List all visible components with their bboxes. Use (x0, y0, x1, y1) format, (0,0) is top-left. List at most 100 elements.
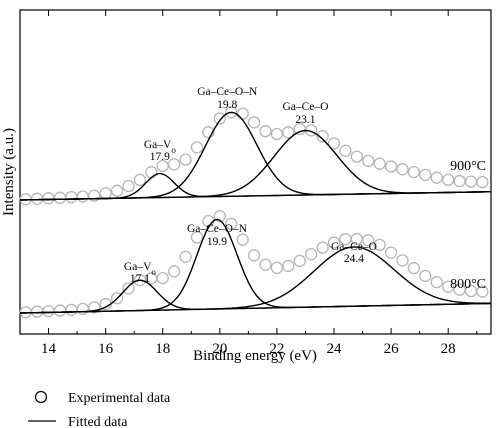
experimental-point (213, 209, 226, 223)
experimental-point (419, 269, 432, 283)
experimental-point (236, 107, 249, 120)
x-tick-label: 18 (155, 341, 170, 357)
peak-position-label: 24.4 (344, 253, 364, 265)
experimental-point (384, 246, 398, 259)
legend-experimental-label: Experimental data (68, 391, 171, 406)
experimental-point (110, 292, 124, 305)
experimental-point (42, 192, 55, 205)
experimental-point (362, 154, 375, 168)
experimental-point (407, 262, 421, 275)
experimental-point (270, 261, 284, 274)
fitted-peak-curve (19, 279, 492, 314)
y-axis-label: Intensity (a.u.) (1, 128, 17, 216)
experimental-point (53, 191, 67, 204)
experimental-point (442, 173, 455, 186)
experimental-point (202, 126, 215, 139)
experimental-point (190, 141, 204, 154)
experimental-point (65, 190, 78, 204)
experimental-point (396, 163, 409, 176)
experimental-point (476, 175, 489, 189)
experimental-point (373, 238, 386, 252)
peak-component-label: Ga–Ce–O (282, 101, 328, 113)
legend-fitted-label: Fitted data (68, 415, 128, 428)
experimental-point (464, 175, 478, 188)
experimental-point (430, 275, 443, 289)
experimental-point (362, 234, 375, 247)
experimental-point (305, 248, 318, 261)
experimental-point (293, 254, 306, 268)
legend: Experimental data Fitted data (28, 390, 171, 428)
experimental-point (145, 166, 158, 179)
experimental-point (476, 285, 489, 298)
experimental-point (213, 112, 226, 125)
experimental-point (407, 165, 421, 179)
x-tick-label: 20 (212, 341, 227, 357)
experimental-point (65, 303, 78, 317)
experimental-point (339, 144, 352, 157)
spectrum-0 (19, 106, 492, 206)
peak-position-label: 19.8 (217, 99, 237, 111)
plot-frame (19, 9, 492, 335)
peak-position-label: 17.9 (150, 151, 170, 163)
experimental-point (316, 241, 329, 254)
experimental-point (99, 187, 112, 200)
x-axis-ticks: 14 16 18 20 22 24 26 28 (19, 10, 478, 357)
experimental-point (110, 184, 124, 197)
peak-position-label: 23.1 (295, 114, 315, 126)
experimental-point (327, 236, 341, 249)
legend-circle-marker (34, 390, 48, 404)
peak-component-label: Ga–Ce–O–N (187, 223, 248, 235)
peak-position-label: 19.9 (207, 236, 227, 248)
x-tick-label: 24 (327, 341, 343, 357)
x-tick-label: 14 (41, 341, 57, 357)
experimental-point (384, 160, 398, 173)
experimental-point (373, 157, 386, 170)
experimental-point (30, 305, 44, 318)
experimental-point (156, 271, 169, 285)
fitted-peak-curve (19, 129, 492, 201)
experimental-point (42, 304, 55, 318)
experimental-point (327, 137, 341, 150)
experimental-point (247, 116, 261, 129)
spectra-group (19, 106, 492, 319)
experimental-point (442, 280, 455, 293)
fitted-peak-curve (19, 111, 492, 201)
experimental-point (316, 130, 329, 143)
x-tick-label: 16 (98, 341, 114, 357)
x-tick-label: 28 (441, 341, 456, 357)
experimental-point (430, 171, 443, 184)
experimental-point (122, 282, 135, 295)
experimental-point (88, 189, 101, 202)
peak-component-label: Ga–Ce–O (331, 241, 377, 253)
experimental-point (76, 302, 89, 315)
x-tick-label: 26 (384, 341, 400, 357)
experimental-point (122, 179, 135, 193)
experimental-point (156, 159, 169, 173)
experimental-point (259, 125, 272, 138)
experimental-point (453, 174, 466, 188)
experimental-point (236, 233, 249, 246)
temperature-label: 900°C (450, 159, 486, 174)
experimental-point (419, 168, 432, 182)
experimental-point (133, 173, 147, 187)
experimental-point (76, 190, 89, 203)
experimental-point (190, 231, 204, 244)
spectrum-1 (19, 209, 492, 319)
experimental-point (167, 265, 181, 278)
peak-position-label: 17.1 (130, 273, 150, 285)
experimental-point (270, 127, 284, 141)
fitted-peak-curve (19, 246, 491, 314)
experimental-point (282, 259, 295, 273)
experimental-point (53, 304, 67, 317)
x-axis-label: Binding energy (eV) (193, 348, 317, 364)
experimental-point (350, 150, 363, 163)
experimental-point (167, 158, 181, 171)
x-tick-label: 22 (269, 341, 284, 357)
peak-component-label: Ga–Ce–O–N (197, 86, 258, 98)
experimental-point (179, 153, 192, 166)
experimental-point (396, 254, 409, 267)
experimental-point (247, 249, 261, 262)
